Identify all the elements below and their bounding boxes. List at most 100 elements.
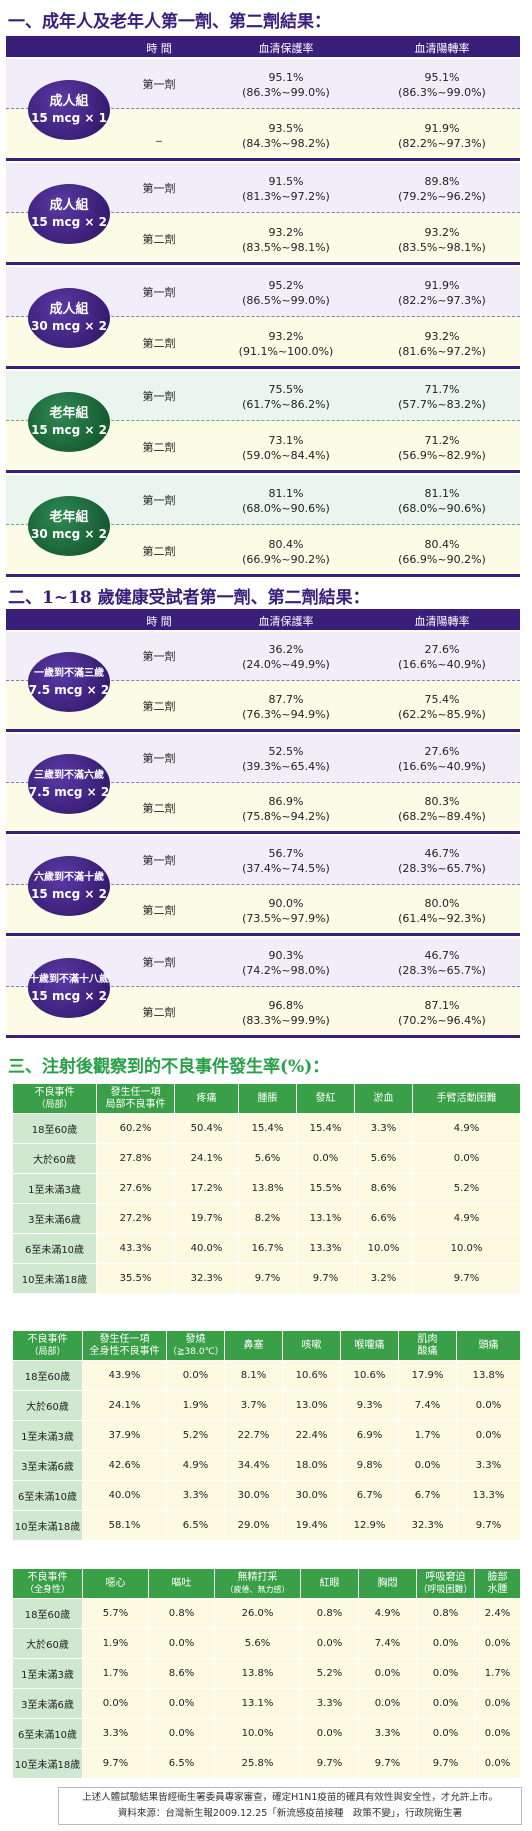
range: (16.6%~40.9%): [398, 760, 486, 773]
protection-rate: 52.5% (39.3%~65.4%): [206, 744, 366, 774]
column-header: 紅眼: [300, 1568, 359, 1599]
group-dosage: 15 mcg × 2: [31, 215, 107, 229]
seroconversion-rate: 93.2% (81.6%~97.2%): [362, 329, 522, 359]
header-text: 胸悶: [377, 1577, 398, 1589]
value-cell: 22.4%: [282, 1420, 341, 1451]
value-cell: 0.0%: [148, 1718, 215, 1749]
value: 91.9%: [424, 278, 460, 292]
value-cell: 5.2%: [166, 1420, 225, 1451]
age-group-label: 大於60歲: [12, 1390, 83, 1421]
dose-label: 第二劑: [142, 544, 176, 558]
dose-label: 第一劑: [142, 493, 176, 507]
value: 87.1%: [424, 999, 460, 1012]
value: 46.7%: [424, 847, 460, 860]
seroconversion-rate: 71.7% (57.7%~83.2%): [362, 382, 522, 412]
note-line-2: 資料來源：台灣新生報2009.12.25「新流感疫苗接種 政策不變」，行政院衛生…: [117, 1808, 463, 1819]
value-cell: 0.0%: [296, 1143, 355, 1174]
range: (24.0%~49.9%): [242, 658, 330, 671]
dose-label: 第一劑: [142, 854, 176, 867]
age-group-label: 6至未滿10歲: [12, 1480, 83, 1511]
age-group-label: 18至60歲: [12, 1360, 83, 1391]
header-text: 發生任一項: [99, 1333, 150, 1345]
table-header: 時 間 血清保護率 血清陽轉率: [6, 609, 520, 630]
age-group-label: 1至未滿3歲: [12, 1420, 83, 1451]
seroconversion-rate: 81.1% (68.0%~90.6%): [362, 486, 522, 516]
group-row: 六歲到不滿十歲 15 mcg × 2 第一劑 56.7% (37.4%~74.5%) 46…: [6, 836, 520, 936]
value-cell: 30.0%: [224, 1480, 283, 1511]
protection-rate: 90.3% (74.2%~98.0%): [206, 948, 366, 978]
value-cell: 40.0%: [174, 1233, 239, 1264]
value-cell: 27.6%: [96, 1173, 175, 1204]
value-cell: 4.9%: [358, 1598, 417, 1629]
seroconversion-rate: 87.1% (70.2%~96.4%): [362, 998, 522, 1028]
header-cell: 血清陽轉率: [414, 615, 470, 628]
value-cell: 19.4%: [282, 1510, 341, 1541]
age-group-label: 3至未滿6歲: [12, 1203, 97, 1234]
value: 81.1%: [424, 486, 460, 500]
group-badge: 六歲到不滿十歲 15 mcg × 2: [28, 856, 110, 916]
value-cell: 7.4%: [358, 1628, 417, 1659]
value-cell: 0.0%: [82, 1688, 149, 1719]
value: 90.0%: [268, 897, 304, 910]
range: (68.0%~90.6%): [242, 501, 330, 515]
dose-label: 第二劑: [142, 700, 176, 713]
header-text: 不良事件: [27, 1333, 68, 1345]
range: (83.5%~98.1%): [242, 240, 330, 254]
group-row: 成人組 15 mcg × 2 第一劑 91.5% (81.3%~97.2%) 89.8%(…: [6, 163, 520, 265]
value-cell: 43.3%: [96, 1233, 175, 1264]
value-cell: 9.8%: [340, 1450, 399, 1481]
value: 80.3%: [424, 795, 460, 808]
value-cell: 12.9%: [340, 1510, 399, 1541]
value-cell: 0.8%: [416, 1598, 475, 1629]
seroconversion-rate: 46.7% (28.3%~65.7%): [362, 846, 522, 876]
value-cell: 35.5%: [96, 1263, 175, 1294]
value-cell: 42.6%: [82, 1450, 167, 1481]
adverse-event-table: 不良事件 （全身性） 噁心 嘔吐 無精打采 （疲倦、無力感） 紅眼 胸悶 呼吸窘迫 （呼吸困難）臉…: [12, 1568, 521, 1779]
value: 95.1%: [424, 70, 460, 84]
value-cell: 25.8%: [214, 1748, 301, 1779]
value-cell: 34.4%: [224, 1450, 283, 1481]
range: (62.2%~85.9%): [398, 708, 486, 721]
section1-table: 時 間血清保護率 血清陽轉率 成人組 15 mcg × 1 第一劑 95.1% (86.3%…: [6, 36, 520, 579]
value-cell: 0.0%: [358, 1688, 417, 1719]
range: (86.3%~99.0%): [242, 85, 330, 99]
column-header: 不良事件 （局部）: [12, 1330, 83, 1361]
data-row: 3至未滿6歲 0.0% 0.0% 13.1% 3.3% 0.0% 0.0% 0.0%: [12, 1688, 521, 1719]
range: (28.3%~65.7%): [398, 964, 486, 977]
range: (28.3%~65.7%): [398, 862, 486, 875]
value-cell: 18.0%: [282, 1450, 341, 1481]
value: 27.6%: [424, 643, 460, 656]
value-cell: 32.3%: [398, 1510, 457, 1541]
value-cell: 3.3%: [456, 1450, 521, 1481]
value-cell: 1.7%: [82, 1658, 149, 1689]
value-cell: 5.6%: [238, 1143, 297, 1174]
value: 73.1%: [268, 433, 304, 447]
seroconversion-rate: 89.8% (79.2%~96.2%): [362, 174, 522, 204]
group-label: 一歲到不滿三歲: [34, 668, 104, 679]
source-note: 上述人體試驗結果皆經衛生署委員專家審查，確定H1N1疫苗的確具有效性與安全性，才…: [58, 1787, 522, 1825]
group-row: 老年組 30 mcg × 2 第一劑 81.1% (68.0%~90.6%) 81.1%(…: [6, 475, 520, 577]
column-header: 發紅: [296, 1083, 355, 1114]
group-dosage: 30 mcg × 2: [31, 319, 107, 333]
value: 86.9%: [268, 795, 304, 808]
dose-label: 第一劑: [142, 389, 176, 403]
protection-rate: 93.2% (83.5%~98.1%): [206, 225, 366, 255]
group-label: 十歲到不滿十八歲: [29, 974, 109, 985]
age-group-label: 10至未滿18歲: [12, 1748, 83, 1779]
protection-rate: 81.1% (68.0%~90.6%): [206, 486, 366, 516]
value-cell: 13.0%: [282, 1390, 341, 1421]
data-row: 大於60歲 24.1% 1.9% 3.7% 13.0% 9.3% 7.4% 0.0%: [12, 1390, 521, 1421]
group-badge: 十歲到不滿十八歲 15 mcg × 2: [28, 958, 110, 1018]
range: (86.5%~99.0%): [242, 293, 330, 307]
data-row: 1至未滿3歲 37.9% 5.2% 22.7% 22.4% 6.9% 1.7% 0.0%: [12, 1420, 521, 1451]
value: 93.2%: [424, 225, 460, 239]
range: (66.9%~90.2%): [398, 552, 486, 566]
value-cell: 6.6%: [354, 1203, 413, 1234]
age-group-label: 6至未滿10歲: [12, 1233, 97, 1264]
header-text: （呼吸困難）: [418, 1584, 473, 1595]
age-group-label: 3至未滿6歲: [12, 1450, 83, 1481]
seroconversion-rate: 71.2% (56.9%~82.9%): [362, 433, 522, 463]
value: 27.6%: [424, 745, 460, 758]
value: 71.7%: [424, 382, 460, 396]
group-dosage: 30 mcg × 2: [31, 527, 107, 541]
